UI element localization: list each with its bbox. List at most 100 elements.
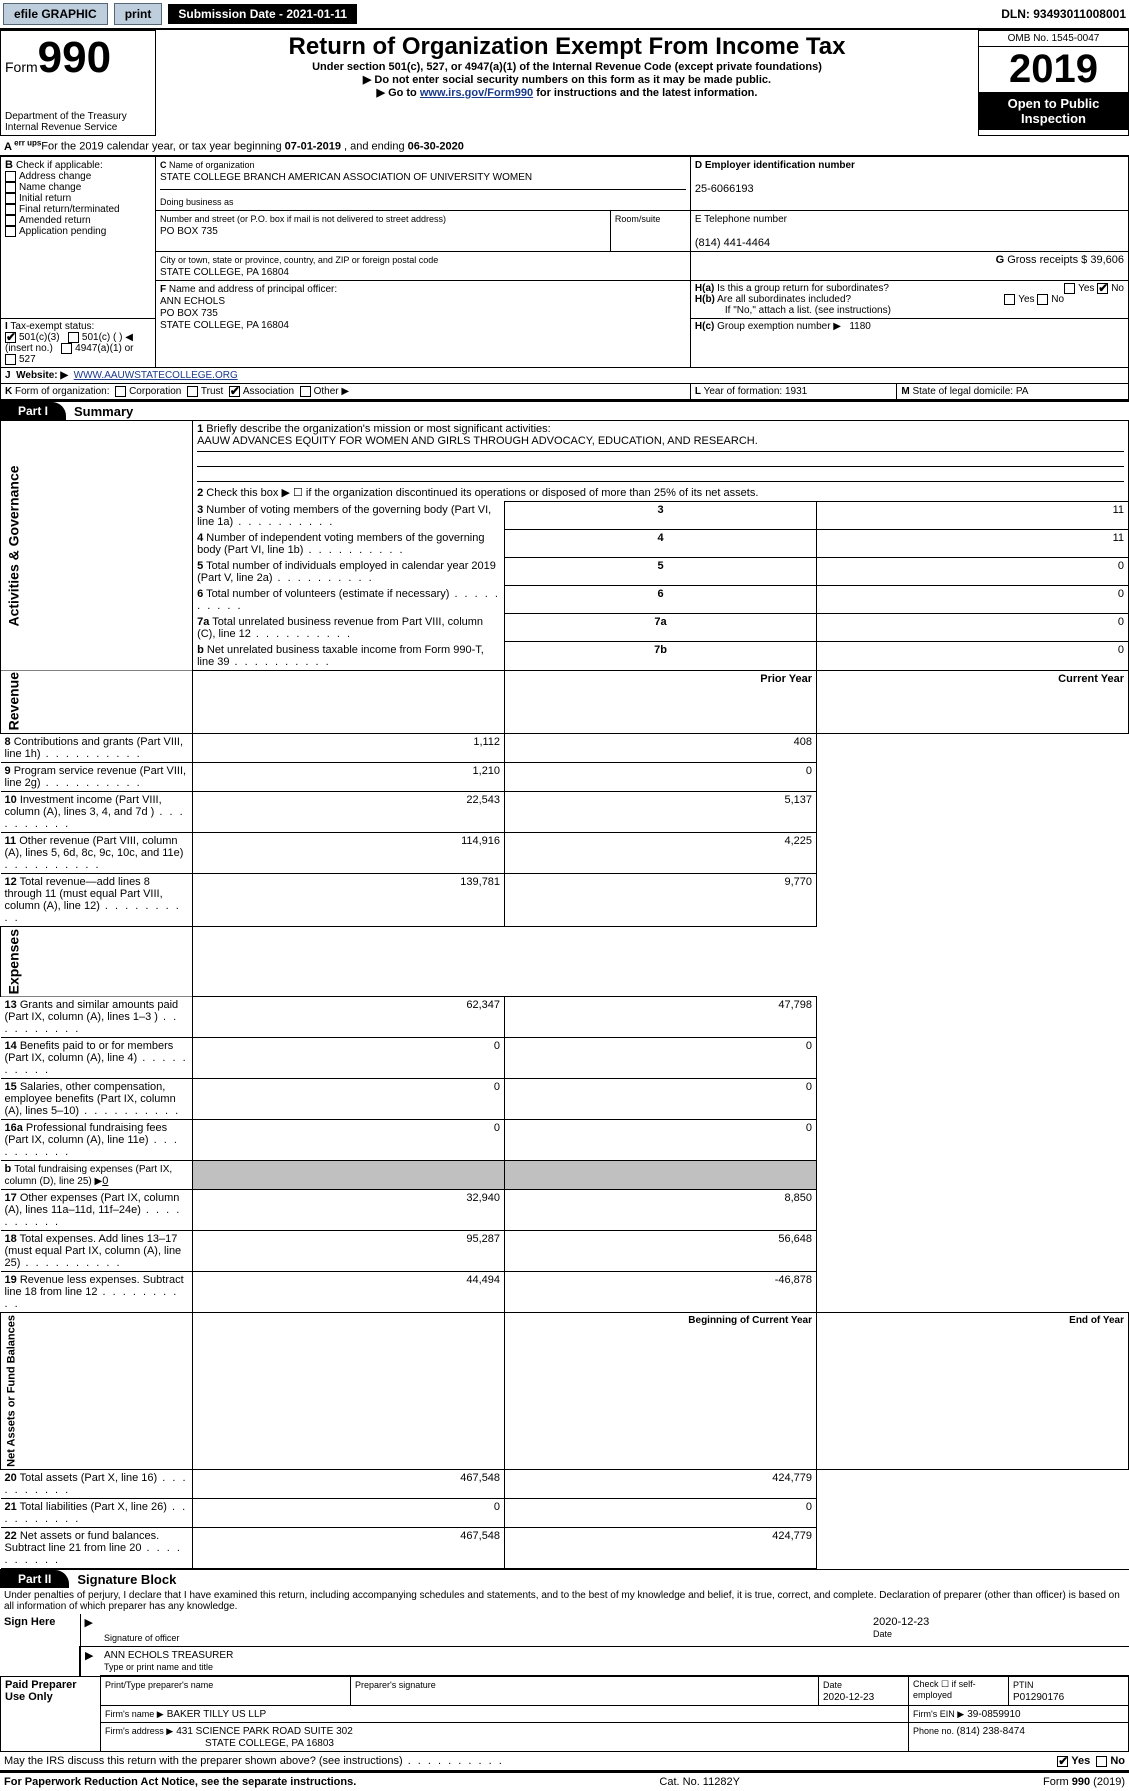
firm-name: BAKER TILLY US LLP	[167, 1709, 267, 1720]
print-button[interactable]: print	[114, 3, 163, 25]
line-5-value: 0	[817, 558, 1129, 586]
line-11-prior: 114,916	[193, 833, 505, 874]
hb-yes-checkbox[interactable]	[1004, 294, 1015, 305]
line-9-current: 0	[505, 763, 817, 792]
name-change-checkbox[interactable]	[5, 182, 16, 193]
ein-label: D Employer identification number	[695, 160, 855, 171]
officer-name-title: ANN ECHOLS TREASURER	[104, 1650, 233, 1661]
omb-label: OMB No. 1545-0047	[979, 31, 1128, 47]
ha-no-checkbox[interactable]	[1097, 283, 1108, 294]
firm-ein: 39-0859910	[967, 1709, 1020, 1720]
sig-date: 2020-12-23	[873, 1616, 929, 1628]
signature-table: Sign Here ▶ Signature of officer 2020-12…	[0, 1614, 1129, 1676]
line-3-value: 11	[817, 502, 1129, 530]
line-14-prior: 0	[193, 1038, 505, 1079]
form-subtitle-2: Do not enter social security numbers on …	[160, 73, 974, 86]
line-16a-prior: 0	[193, 1120, 505, 1161]
line-10-prior: 22,543	[193, 792, 505, 833]
application-pending-checkbox[interactable]	[5, 226, 16, 237]
line-17-current: 8,850	[505, 1190, 817, 1231]
form-990-label: Form990	[5, 33, 151, 83]
line-18-prior: 95,287	[193, 1231, 505, 1272]
line-20-prior: 467,548	[193, 1470, 505, 1499]
submission-date-label: Submission Date - 2021-01-11	[168, 4, 357, 24]
line-17-prior: 32,940	[193, 1190, 505, 1231]
discuss-no-checkbox[interactable]	[1096, 1756, 1107, 1767]
line-16a-current: 0	[505, 1120, 817, 1161]
sign-here-label: Sign Here	[0, 1614, 80, 1676]
line-13-prior: 62,347	[193, 997, 505, 1038]
website-link[interactable]: WWW.AAUWSTATECOLLEGE.ORG	[74, 370, 238, 381]
may-discuss-line: May the IRS discuss this return with the…	[0, 1752, 1129, 1772]
treasury-label: Department of the Treasury	[5, 111, 151, 122]
org-city: STATE COLLEGE, PA 16804	[160, 267, 289, 278]
line-22-current: 424,779	[505, 1528, 817, 1569]
501c3-checkbox[interactable]	[5, 332, 16, 343]
side-governance: Activities & Governance	[1, 421, 193, 671]
part1-title: Summary	[74, 404, 133, 419]
firm-phone: (814) 238-8474	[957, 1726, 1025, 1737]
summary-table: Activities & Governance 1 Briefly descri…	[0, 420, 1129, 1569]
col-prior: Prior Year	[505, 670, 817, 733]
col-begin: Beginning of Current Year	[505, 1313, 817, 1470]
line-20-current: 424,779	[505, 1470, 817, 1499]
line-6-value: 0	[817, 586, 1129, 614]
dln-label: DLN: 93493011008001	[1001, 7, 1126, 21]
address-change-checkbox[interactable]	[5, 171, 16, 182]
side-net: Net Assets or Fund Balances	[1, 1313, 193, 1470]
line-13-current: 47,798	[505, 997, 817, 1038]
side-expenses: Expenses	[1, 927, 193, 997]
phone-value: (814) 441-4464	[695, 237, 770, 249]
org-street: PO BOX 735	[160, 226, 218, 237]
line-18-current: 56,648	[505, 1231, 817, 1272]
header-table: Form990 Department of the Treasury Inter…	[0, 30, 1129, 136]
efile-graphic-button[interactable]: efile GRAPHIC	[3, 3, 108, 25]
line-21-current: 0	[505, 1499, 817, 1528]
line-19-current: -46,878	[505, 1272, 817, 1313]
line-4-value: 11	[817, 530, 1129, 558]
ha-yes-checkbox[interactable]	[1064, 283, 1075, 294]
line-10-current: 5,137	[505, 792, 817, 833]
form-title: Return of Organization Exempt From Incom…	[160, 33, 974, 61]
open-public-label: Open to Public Inspection	[979, 92, 1128, 130]
part1-tab: Part I	[0, 402, 66, 420]
line-7a-value: 0	[817, 614, 1129, 642]
group-exemption: 1180	[849, 321, 871, 332]
line-8-prior: 1,112	[193, 734, 505, 763]
state-domicile: PA	[1016, 386, 1029, 397]
mission-text: AAUW ADVANCES EQUITY FOR WOMEN AND GIRLS…	[197, 435, 758, 447]
paid-preparer-label: Paid Preparer Use Only	[1, 1677, 101, 1752]
line-9-prior: 1,210	[193, 763, 505, 792]
amended-return-checkbox[interactable]	[5, 215, 16, 226]
perjury-declaration: Under penalties of perjury, I declare th…	[0, 1588, 1129, 1614]
part2-title: Signature Block	[77, 1572, 176, 1587]
discuss-yes-checkbox[interactable]	[1057, 1756, 1068, 1767]
line-15-current: 0	[505, 1079, 817, 1120]
side-revenue: Revenue	[1, 670, 193, 733]
line-12-prior: 139,781	[193, 874, 505, 927]
line-14-current: 0	[505, 1038, 817, 1079]
phone-label: E Telephone number	[695, 214, 787, 225]
org-name: STATE COLLEGE BRANCH AMERICAN ASSOCIATIO…	[160, 172, 532, 183]
form-subtitle-3: Go to www.irs.gov/Form990 for instructio…	[160, 86, 974, 99]
entity-block: B Check if applicable: Address change Na…	[0, 156, 1129, 401]
officer-name: ANN ECHOLS	[160, 296, 225, 307]
form-subtitle-1: Under section 501(c), 527, or 4947(a)(1)…	[160, 61, 974, 73]
initial-return-checkbox[interactable]	[5, 193, 16, 204]
irs-link[interactable]: www.irs.gov/Form990	[420, 87, 533, 99]
footer: For Paperwork Reduction Act Notice, see …	[0, 1772, 1129, 1791]
tax-year-line: A err upsFor the 2019 calendar year, or …	[0, 136, 1129, 156]
final-return-checkbox[interactable]	[5, 204, 16, 215]
line-11-current: 4,225	[505, 833, 817, 874]
part2-tab: Part II	[0, 1570, 69, 1588]
tax-year: 2019	[1009, 47, 1098, 91]
line-21-prior: 0	[193, 1499, 505, 1528]
association-checkbox[interactable]	[229, 386, 240, 397]
ptin: P01290176	[1013, 1692, 1064, 1703]
year-formation: 1931	[785, 386, 807, 397]
line-12-current: 9,770	[505, 874, 817, 927]
preparer-table: Paid Preparer Use Only Print/Type prepar…	[0, 1676, 1129, 1752]
hb-no-checkbox[interactable]	[1037, 294, 1048, 305]
col-end: End of Year	[817, 1313, 1129, 1470]
line-8-current: 408	[505, 734, 817, 763]
